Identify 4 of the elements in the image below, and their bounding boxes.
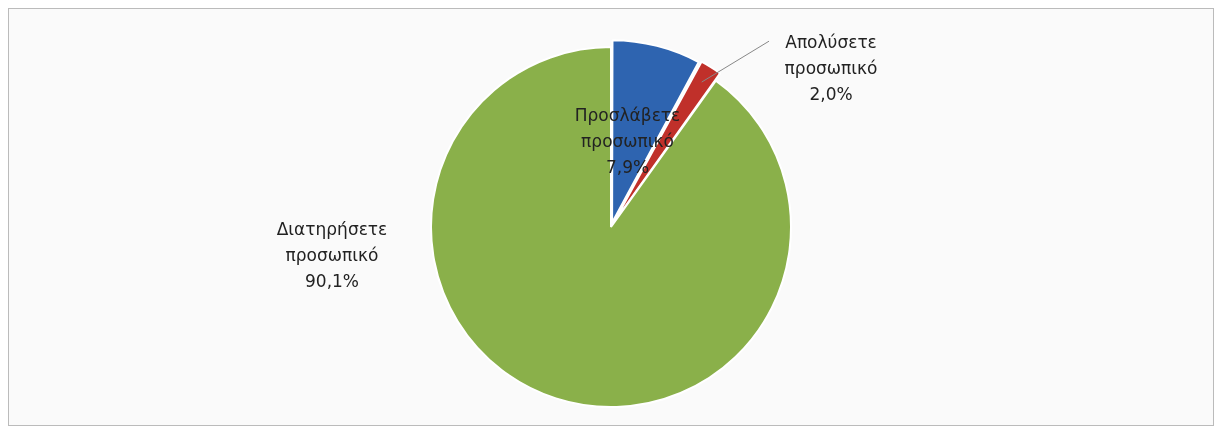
slice-label: Απολύσετε προσωπικό [784, 31, 878, 78]
data-label: 90,1% [304, 271, 360, 292]
data-label: 2,0% [809, 83, 853, 104]
slice-label: Διατηρήσετε προσωπικό [276, 219, 388, 266]
